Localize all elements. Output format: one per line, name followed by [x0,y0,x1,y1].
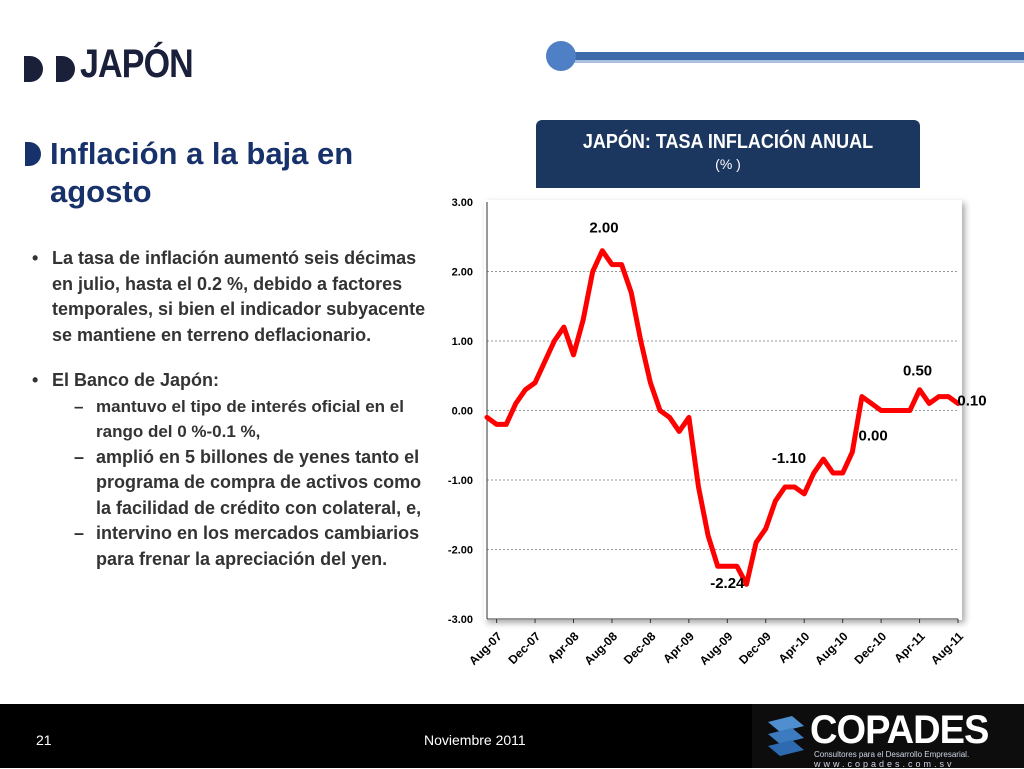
inflation-series-line [484,248,961,587]
bullet-bank-of-japan: El Banco de Japón: [30,368,430,394]
x-tick-label: Aug-07 [466,629,505,668]
x-tick-label: Apr-10 [776,629,813,666]
subtitle-bullet-icon [25,142,41,166]
x-tick-label: Apr-09 [660,629,697,666]
chart-title: JAPÓN: TASA INFLACIÓN ANUAL [582,131,874,153]
copades-logo: COPADES Consultores para el Desarrollo E… [752,704,1024,769]
sub-bullet-interest-rate: mantuvo el tipo de interés oficial en el… [30,394,430,445]
copades-logo-icon [768,716,804,756]
y-tick-label: -2.00 [448,545,473,557]
logo-tagline: Consultores para el Desarrollo Empresari… [814,750,970,759]
y-tick-label: 3.00 [452,197,473,209]
y-tick-label: 1.00 [452,336,473,348]
data-label: -2.24 [710,575,745,592]
section-subtitle: Inflación a la baja en agosto [50,136,354,209]
x-tick-label: Aug-08 [581,629,620,668]
x-tick-label: Dec-10 [851,629,889,667]
footer-bar: 21 Noviembre 2011 COPADES Consultores pa… [0,704,1024,769]
y-tick-label: 2.00 [452,267,473,279]
header-rule-shadow [560,60,1024,63]
y-tick-label: 0.00 [452,406,473,418]
body-text: La tasa de inflación aumentó seis décima… [30,246,430,572]
chart-header: JAPÓN: TASA INFLACIÓN ANUAL (% ) [536,120,920,188]
sub-bullet-fx-intervention: intervino en los mercados cambiarios par… [30,521,430,572]
y-tick-label: -3.00 [448,614,473,626]
header-rule [560,52,1024,60]
x-tick-label: Aug-10 [812,629,851,668]
footer-date: Noviembre 2011 [424,732,526,748]
x-tick-label: Dec-07 [505,629,543,667]
x-tick-label: Apr-11 [891,629,928,666]
data-label: -1.10 [772,450,806,467]
y-tick-label: -1.00 [448,475,473,487]
logo-name: COPADES [810,708,989,752]
data-label: 0.10 [957,393,986,410]
x-tick-label: Dec-08 [621,629,659,667]
x-tick-label: Aug-09 [697,629,736,668]
logo-website: www.copades.com.sv [814,759,955,769]
x-tick-label: Apr-08 [545,629,582,666]
sub-bullet-asset-purchase: amplió en 5 billones de yenes tanto el p… [30,445,430,522]
bullet-inflation: La tasa de inflación aumentó seis décima… [30,246,430,348]
page-number: 21 [36,732,52,748]
data-label: 2.00 [589,220,618,237]
x-tick-label: Dec-09 [736,629,774,667]
data-label: 0.00 [859,428,888,445]
page-title: JAPÓN [80,42,194,86]
chart-unit: (% ) [715,156,741,172]
x-tick-label: Aug-11 [928,629,966,667]
title-bullet-icons [24,56,75,82]
data-label: 0.50 [903,363,932,380]
header-rule-dot [546,41,576,71]
